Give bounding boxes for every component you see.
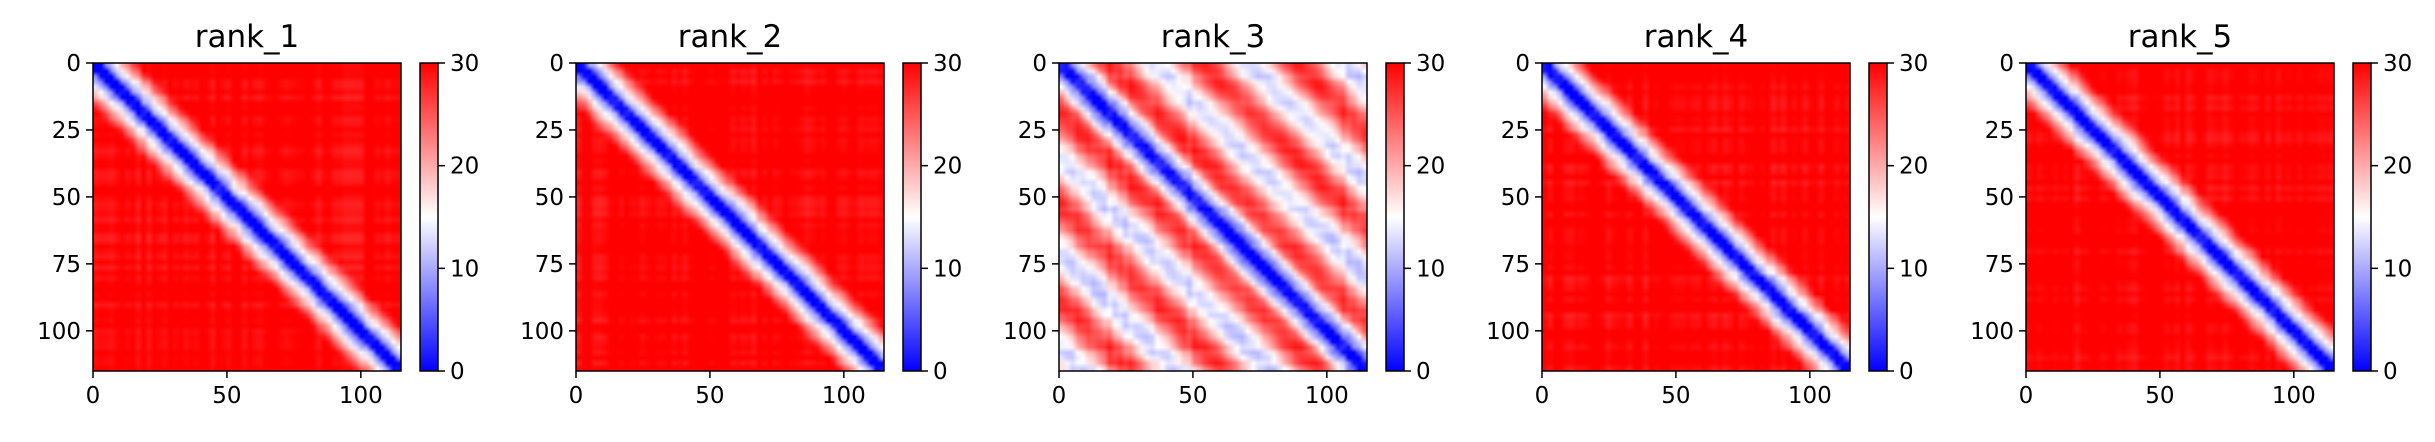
y-tick-label: 50 (535, 185, 564, 211)
heatmap-image (576, 63, 884, 371)
x-tick-label: 100 (2272, 383, 2316, 409)
axes-frame (1541, 62, 1851, 372)
x-tick-label: 50 (212, 383, 241, 409)
colorbar-tick-label: 0 (1899, 359, 1914, 385)
y-tick-label: 50 (1501, 185, 1530, 211)
chart-title: rank_2 (678, 19, 783, 55)
axes-frame (1058, 62, 1368, 372)
heatmap-image (1059, 63, 1367, 371)
x-tick-label: 100 (339, 383, 383, 409)
chart-title: rank_1 (195, 19, 300, 55)
colorbar-tick-label: 20 (2383, 154, 2412, 180)
y-tick-label: 75 (535, 252, 564, 278)
colorbar-frame (1868, 62, 1888, 372)
y-tick-label: 100 (1970, 319, 2014, 345)
colorbar-tick-label: 30 (933, 51, 962, 77)
colorbar-tick-label: 30 (1416, 51, 1445, 77)
y-tick-label: 100 (1003, 319, 1047, 345)
y-tick-label: 75 (1018, 252, 1047, 278)
colorbar-tick-label: 20 (1899, 154, 1928, 180)
y-tick-label: 100 (1486, 319, 1530, 345)
x-tick-label: 50 (695, 383, 724, 409)
y-tick-label: 25 (535, 118, 564, 144)
colorbar (903, 63, 921, 371)
y-tick-label: 75 (1501, 252, 1530, 278)
y-tick-label: 0 (1999, 51, 2014, 77)
heatmap-panel-2: rank_2 0 50 100 0 25 50 75 100 0 10 20 30 (520, 19, 962, 409)
y-tick-label: 25 (52, 118, 81, 144)
y-tick-label: 25 (1018, 118, 1047, 144)
colorbar-tick-label: 30 (2383, 51, 2412, 77)
colorbar-frame (902, 62, 922, 372)
y-tick-label: 0 (1032, 51, 1047, 77)
colorbar-tick-label: 0 (450, 359, 465, 385)
x-tick-label: 50 (1178, 383, 1207, 409)
axes-frame (92, 62, 402, 372)
heatmap-image (2026, 63, 2334, 371)
colorbar-tick-label: 20 (1416, 154, 1445, 180)
y-tick-label: 75 (1985, 252, 2014, 278)
colorbar-tick-label: 30 (450, 51, 479, 77)
chart-title: rank_3 (1161, 19, 1266, 55)
y-tick-label: 25 (1501, 118, 1530, 144)
y-tick-label: 0 (1515, 51, 1530, 77)
x-tick-label: 100 (1305, 383, 1349, 409)
x-tick-label: 0 (86, 383, 101, 409)
colorbar (2353, 63, 2371, 371)
heatmap-image (1542, 63, 1850, 371)
chart-title: rank_5 (2128, 19, 2233, 55)
x-tick-label: 0 (569, 383, 584, 409)
y-tick-label: 100 (37, 319, 81, 345)
x-tick-label: 50 (2145, 383, 2174, 409)
heatmap-image (93, 63, 401, 371)
x-tick-label: 50 (1661, 383, 1690, 409)
y-tick-label: 50 (52, 185, 81, 211)
colorbar-tick-label: 20 (933, 154, 962, 180)
colorbar (1869, 63, 1887, 371)
y-tick-label: 0 (549, 51, 564, 77)
heatmap-panel-5: rank_5 0 50 100 0 25 50 75 100 0 10 20 30 (1970, 19, 2412, 409)
y-tick-label: 50 (1985, 185, 2014, 211)
y-tick-label: 75 (52, 252, 81, 278)
x-tick-label: 0 (1052, 383, 1067, 409)
colorbar-frame (419, 62, 439, 372)
colorbar-tick-label: 10 (2383, 256, 2412, 282)
colorbar-tick-label: 20 (450, 154, 479, 180)
axes-frame (575, 62, 885, 372)
colorbar-tick-label: 10 (933, 256, 962, 282)
heatmap-panel-1: rank_1 0 50 100 0 25 50 75 100 0 10 20 30 (37, 19, 479, 409)
x-tick-label: 0 (2019, 383, 2034, 409)
colorbar-tick-label: 10 (1899, 256, 1928, 282)
colorbar-tick-label: 0 (933, 359, 948, 385)
y-tick-label: 25 (1985, 118, 2014, 144)
x-tick-label: 100 (1788, 383, 1832, 409)
colorbar-tick-label: 0 (1416, 359, 1431, 385)
axes-frame (2025, 62, 2335, 372)
colorbar-tick-label: 0 (2383, 359, 2398, 385)
colorbar-frame (1385, 62, 1405, 372)
colorbar-tick-label: 10 (1416, 256, 1445, 282)
colorbar (1386, 63, 1404, 371)
colorbar-frame (2352, 62, 2372, 372)
colorbar-tick-label: 30 (1899, 51, 1928, 77)
heatmap-panel-3: rank_3 0 50 100 0 25 50 75 100 0 10 20 30 (1003, 19, 1445, 409)
heatmap-panel-4: rank_4 0 50 100 0 25 50 75 100 0 10 20 30 (1486, 19, 1928, 409)
colorbar (420, 63, 438, 371)
x-tick-label: 0 (1535, 383, 1550, 409)
y-tick-label: 50 (1018, 185, 1047, 211)
y-tick-label: 0 (66, 51, 81, 77)
chart-title: rank_4 (1644, 19, 1749, 55)
y-tick-label: 100 (520, 319, 564, 345)
x-tick-label: 100 (822, 383, 866, 409)
colorbar-tick-label: 10 (450, 256, 479, 282)
